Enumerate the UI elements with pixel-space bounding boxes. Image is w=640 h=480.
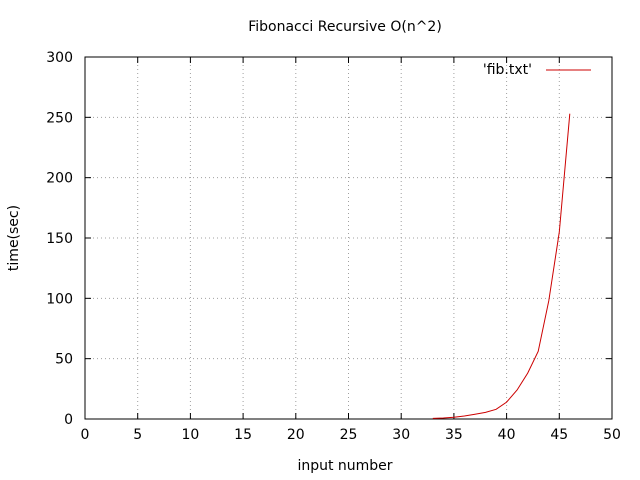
y-tick-label: 100 — [46, 291, 73, 307]
x-tick-label: 0 — [81, 427, 90, 443]
x-tick-label: 40 — [498, 427, 516, 443]
y-axis-title: time(sec) — [6, 205, 22, 271]
series-line — [432, 113, 571, 419]
y-tick-label: 300 — [46, 50, 73, 66]
y-tick-label: 150 — [46, 231, 73, 247]
legend: 'fib.txt' — [483, 62, 591, 78]
legend-label: 'fib.txt' — [483, 62, 532, 78]
y-tick-label: 200 — [46, 171, 73, 187]
x-axis-title: input number — [297, 458, 392, 474]
x-tick-label: 5 — [133, 427, 142, 443]
series-group — [432, 113, 571, 419]
x-tick-label: 10 — [181, 427, 199, 443]
x-tick-label: 25 — [340, 427, 358, 443]
grid — [85, 57, 612, 419]
x-tick-label: 30 — [392, 427, 410, 443]
y-tick-label: 0 — [64, 412, 73, 428]
y-tick-label: 50 — [55, 352, 73, 368]
x-tick-label: 50 — [603, 427, 621, 443]
x-tick-label: 45 — [550, 427, 568, 443]
y-tick-label: 250 — [46, 110, 73, 126]
x-tick-label: 35 — [445, 427, 463, 443]
x-tick-label: 15 — [234, 427, 252, 443]
axis-ticks: 0 5 10 15 20 25 30 35 40 45 50 0 50 100 150 200 250 300 — [46, 50, 621, 443]
chart-title: Fibonacci Recursive O(n^2) — [248, 19, 442, 35]
x-tick-label: 20 — [287, 427, 305, 443]
